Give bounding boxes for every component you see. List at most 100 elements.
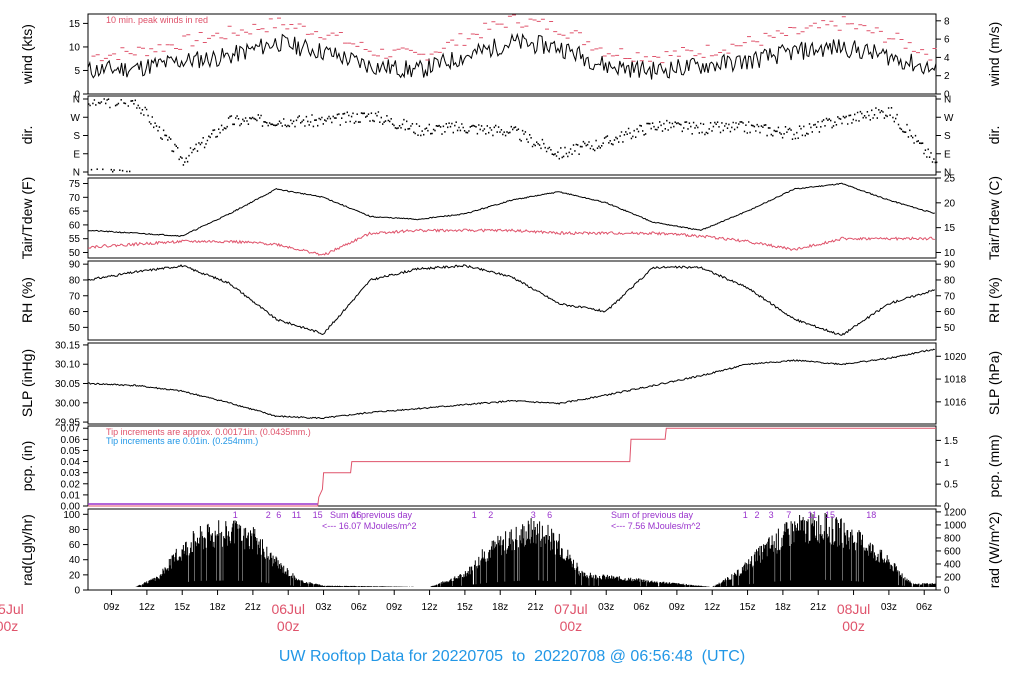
temp-left-tick-label: 50: [69, 248, 81, 259]
rad-left-tick-label: 60: [69, 540, 81, 551]
slp-left-tick-label: 29.95: [55, 418, 80, 429]
rad-hour-label: 7: [786, 510, 791, 520]
x-tick-label: 09z: [103, 602, 119, 613]
dir-points: [88, 98, 938, 173]
rh-ylabel-right: RH (%): [986, 277, 1002, 323]
x-tick-label: 15z: [457, 602, 473, 613]
wind-annotation: 10 min. peak winds in red: [106, 15, 208, 25]
temp-right-tick-label: 15: [944, 223, 956, 234]
dir-right-tick-label: N: [944, 168, 951, 179]
dir-right-tick-label: S: [944, 131, 951, 142]
slp-left-tick-label: 30.10: [55, 360, 80, 371]
slp-series: [87, 348, 935, 420]
temp-ylabel-left: Tair/Tdew (F): [19, 177, 35, 259]
rh-series: [87, 264, 936, 336]
dir-ylabel-right: dir.: [986, 126, 1002, 145]
rad-series: [135, 512, 936, 587]
rh-left-tick-label: 70: [69, 291, 81, 302]
rad-panel-frame: [87, 508, 937, 591]
x-tick-label: 21z: [527, 602, 543, 613]
rad-hour-label: 15: [313, 510, 323, 520]
pcp-ylabel-left: pcp. (in): [19, 441, 35, 492]
rad-left-tick-label: 80: [69, 525, 81, 536]
slp-panel-frame: [87, 342, 937, 425]
footer-title: UW Rooftop Data for 20220705 to 20220708…: [0, 648, 1024, 666]
x-tick-label: 21z: [245, 602, 261, 613]
footer-prefix: UW Rooftop Data for: [278, 648, 428, 665]
wind-ylabel-left: wind (kts): [19, 24, 35, 85]
x-tick-label: 09z: [386, 602, 402, 613]
pcp-note-blue: Tip increments are 0.01in. (0.254mm.): [106, 436, 258, 446]
wind-right-tick-label: 2: [944, 71, 950, 82]
rh-panel-frame: [87, 260, 937, 341]
slp-right-tick-label: 1018: [944, 375, 967, 386]
wind-right-tick-label: 4: [944, 53, 950, 64]
rad-ylabel-right: rad (W/m^2): [986, 512, 1002, 589]
wind-right-tick-label: 8: [944, 16, 950, 27]
pcp-right-tick-label: 1.5: [944, 436, 958, 447]
temp-right-tick-label: 20: [944, 198, 956, 209]
slp-left-tick-label: 30.15: [55, 340, 80, 351]
slp-ylabel-right: SLP (hPa): [986, 351, 1002, 415]
dir-right-tick-label: E: [944, 149, 951, 160]
rad-hour-label: 1: [472, 510, 477, 520]
footer-start-date: 20220705: [431, 648, 503, 665]
dir-right-tick-label: W: [944, 113, 954, 124]
footer-to: to: [511, 648, 526, 665]
x-tick-label: 12z: [139, 602, 155, 613]
rad-sum2-value: <--- 7.56 MJoules/m^2: [611, 521, 701, 531]
rad-left-tick-label: 20: [69, 570, 81, 581]
pcp-left-tick-label: 0.02: [61, 479, 81, 490]
pcp-note-red: Tip increments are approx. 0.00171in. (0…: [106, 427, 311, 437]
x-day-hour-label: 00z: [560, 618, 583, 634]
x-first-day-label: 05Jul: [0, 601, 24, 617]
pcp-left-tick-label: 0.04: [61, 457, 81, 468]
rad-hour-label: 16: [352, 510, 362, 520]
wind-ylabel-right: wind (m/s): [986, 22, 1002, 88]
pcp-left-tick-label: 0.00: [61, 502, 81, 513]
temp-ylabel-right: Tair/Tdew (C): [986, 176, 1002, 260]
dir-ylabel-left: dir.: [19, 126, 35, 145]
rh-right-tick-label: 90: [944, 260, 956, 271]
slp-right-tick-label: 1016: [944, 397, 967, 408]
rad-right-tick-label: 0: [944, 586, 950, 597]
temp-right-tick-label: 25: [944, 174, 956, 185]
dir-panel-frame: [87, 95, 937, 176]
wind-peak-series: [91, 14, 937, 64]
dir-left-tick-label: W: [71, 113, 81, 124]
x-tick-label: 18z: [775, 602, 791, 613]
dir-right-tick-label: N: [944, 95, 951, 106]
x-tick-label: 15z: [174, 602, 190, 613]
pcp-left-tick-label: 0.07: [61, 424, 81, 435]
x-tick-label: 06Jul: [271, 601, 304, 617]
rh-right-tick-label: 80: [944, 275, 956, 286]
tair-series: [87, 182, 935, 237]
x-day-hour-label: 00z: [277, 618, 300, 634]
rad-hour-label: 15: [825, 510, 835, 520]
rad-right-tick-label: 400: [944, 559, 961, 570]
dir-left-tick-label: E: [73, 149, 80, 160]
slp-right-tick-label: 1020: [944, 352, 967, 363]
footer-end-date: 20220708 @ 06:56:48: [534, 648, 693, 665]
slp-left-tick-label: 30.05: [55, 379, 80, 390]
rh-right-tick-label: 70: [944, 291, 956, 302]
pcp-right-tick-label: 0: [944, 502, 950, 513]
rh-left-tick-label: 60: [69, 307, 81, 318]
pcp-left-tick-label: 0.01: [61, 490, 81, 501]
x-tick-label: 21z: [810, 602, 826, 613]
rad-sum1-value: <--- 16.07 MJoules/m^2: [322, 521, 417, 531]
wind-right-tick-label: 0: [944, 90, 950, 101]
wind-right-tick-label: 6: [944, 35, 950, 46]
x-tick-label: 03z: [598, 602, 614, 613]
x-tick-label: 06z: [633, 602, 649, 613]
rh-right-tick-label: 60: [944, 307, 956, 318]
rad-ylabel-left: rad(Lgly/hr): [19, 514, 35, 586]
rh-right-tick-label: 50: [944, 323, 956, 334]
rad-hour-label: 1: [743, 510, 748, 520]
x-tick-label: 03z: [881, 602, 897, 613]
rad-hour-label: 2: [488, 510, 493, 520]
pcp-left-tick-label: 0.05: [61, 446, 81, 457]
rad-hour-label: 1: [233, 510, 238, 520]
x-tick-label: 12z: [704, 602, 720, 613]
temp-left-tick-label: 60: [69, 220, 81, 231]
